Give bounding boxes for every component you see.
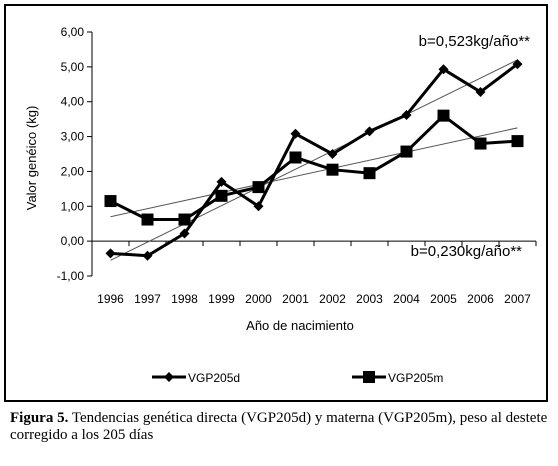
series-line-vgp205m <box>109 114 518 222</box>
series-line-vgp205d <box>110 62 519 258</box>
data-point-vgp205m <box>511 135 524 148</box>
x-tick-label: 1997 <box>134 292 161 306</box>
data-point-vgp205d <box>327 149 338 159</box>
legend-marker-vgp205m <box>363 371 375 383</box>
data-point-vgp205d <box>290 128 301 139</box>
data-point-vgp205m <box>141 213 154 226</box>
x-axis-title: Año de nacimiento <box>246 318 354 333</box>
data-point-vgp205m <box>474 137 487 150</box>
y-tick-label: 5,00 <box>61 60 85 74</box>
annotation-vgp205d-slope: b=0,523kg/año** <box>419 33 531 50</box>
caption-label: Figura 5. <box>10 410 69 426</box>
x-tick-label: 2005 <box>430 292 457 306</box>
figure-frame <box>4 4 548 402</box>
x-tick-label: 2000 <box>245 292 272 306</box>
data-point-vgp205d <box>364 126 375 137</box>
y-tick-label: -1,00 <box>57 269 85 283</box>
x-tick-label: 2002 <box>319 292 346 306</box>
x-tick-label: 1998 <box>171 292 198 306</box>
trendline-vgp205d <box>110 59 518 261</box>
data-point-vgp205d <box>179 228 190 239</box>
y-tick-label: 6,00 <box>61 25 85 39</box>
y-axis-title: Valor genéico (kg) <box>24 106 39 211</box>
data-point-vgp205d <box>438 64 449 75</box>
figure-caption: Figura 5. Tendencias genética directa (V… <box>10 410 550 444</box>
data-point-vgp205d <box>142 250 153 261</box>
data-point-vgp205d <box>253 201 264 212</box>
legend-marker-vgp205d <box>164 372 174 382</box>
legend-label-vgp205m: VGP205m <box>388 371 443 385</box>
data-point-vgp205d <box>475 86 486 97</box>
axes: -1,00 0,00 1,00 2,00 3,00 4,00 5,00 6,00 1996 199… <box>57 25 537 306</box>
x-tick-label: 1999 <box>208 292 235 306</box>
x-tick-label: 2004 <box>393 292 420 306</box>
caption-text: Tendencias genética directa (VGP205d) y … <box>10 410 548 443</box>
x-tick-label: 2003 <box>356 292 383 306</box>
data-point-vgp205m <box>326 163 339 176</box>
data-point-vgp205m <box>400 145 413 158</box>
data-point-vgp205m <box>104 195 117 208</box>
x-tick-label: 2007 <box>504 292 531 306</box>
y-tick-label: 2,00 <box>61 164 85 178</box>
data-point-vgp205d <box>512 59 523 70</box>
data-point-vgp205m <box>178 213 191 226</box>
series-group <box>104 59 524 261</box>
trendlines <box>110 59 518 261</box>
data-point-vgp205d <box>105 248 116 259</box>
data-point-vgp205d <box>216 176 227 187</box>
x-tick-label: 2001 <box>282 292 309 306</box>
data-point-vgp205m <box>437 109 450 122</box>
y-tick-label: 1,00 <box>61 199 85 213</box>
data-point-vgp205d <box>401 109 412 120</box>
data-point-vgp205m <box>215 189 228 202</box>
data-point-vgp205m <box>252 181 265 194</box>
trendline-vgp205m <box>110 127 518 218</box>
annotation-vgp205m-slope: b=0,230kg/año** <box>411 243 523 260</box>
data-point-vgp205m <box>363 167 376 180</box>
legend-label-vgp205d: VGP205d <box>188 371 240 385</box>
chart: -1,00 0,00 1,00 2,00 3,00 4,00 5,00 6,00 1996 199… <box>24 25 537 385</box>
x-tick-label: 1996 <box>97 292 124 306</box>
data-point-vgp205m <box>289 151 302 164</box>
legend: VGP205d VGP205m <box>152 371 443 385</box>
x-tick-label: 2006 <box>467 292 494 306</box>
y-tick-label: 4,00 <box>61 95 85 109</box>
y-tick-label: 3,00 <box>61 130 85 144</box>
y-tick-label: 0,00 <box>61 234 85 248</box>
